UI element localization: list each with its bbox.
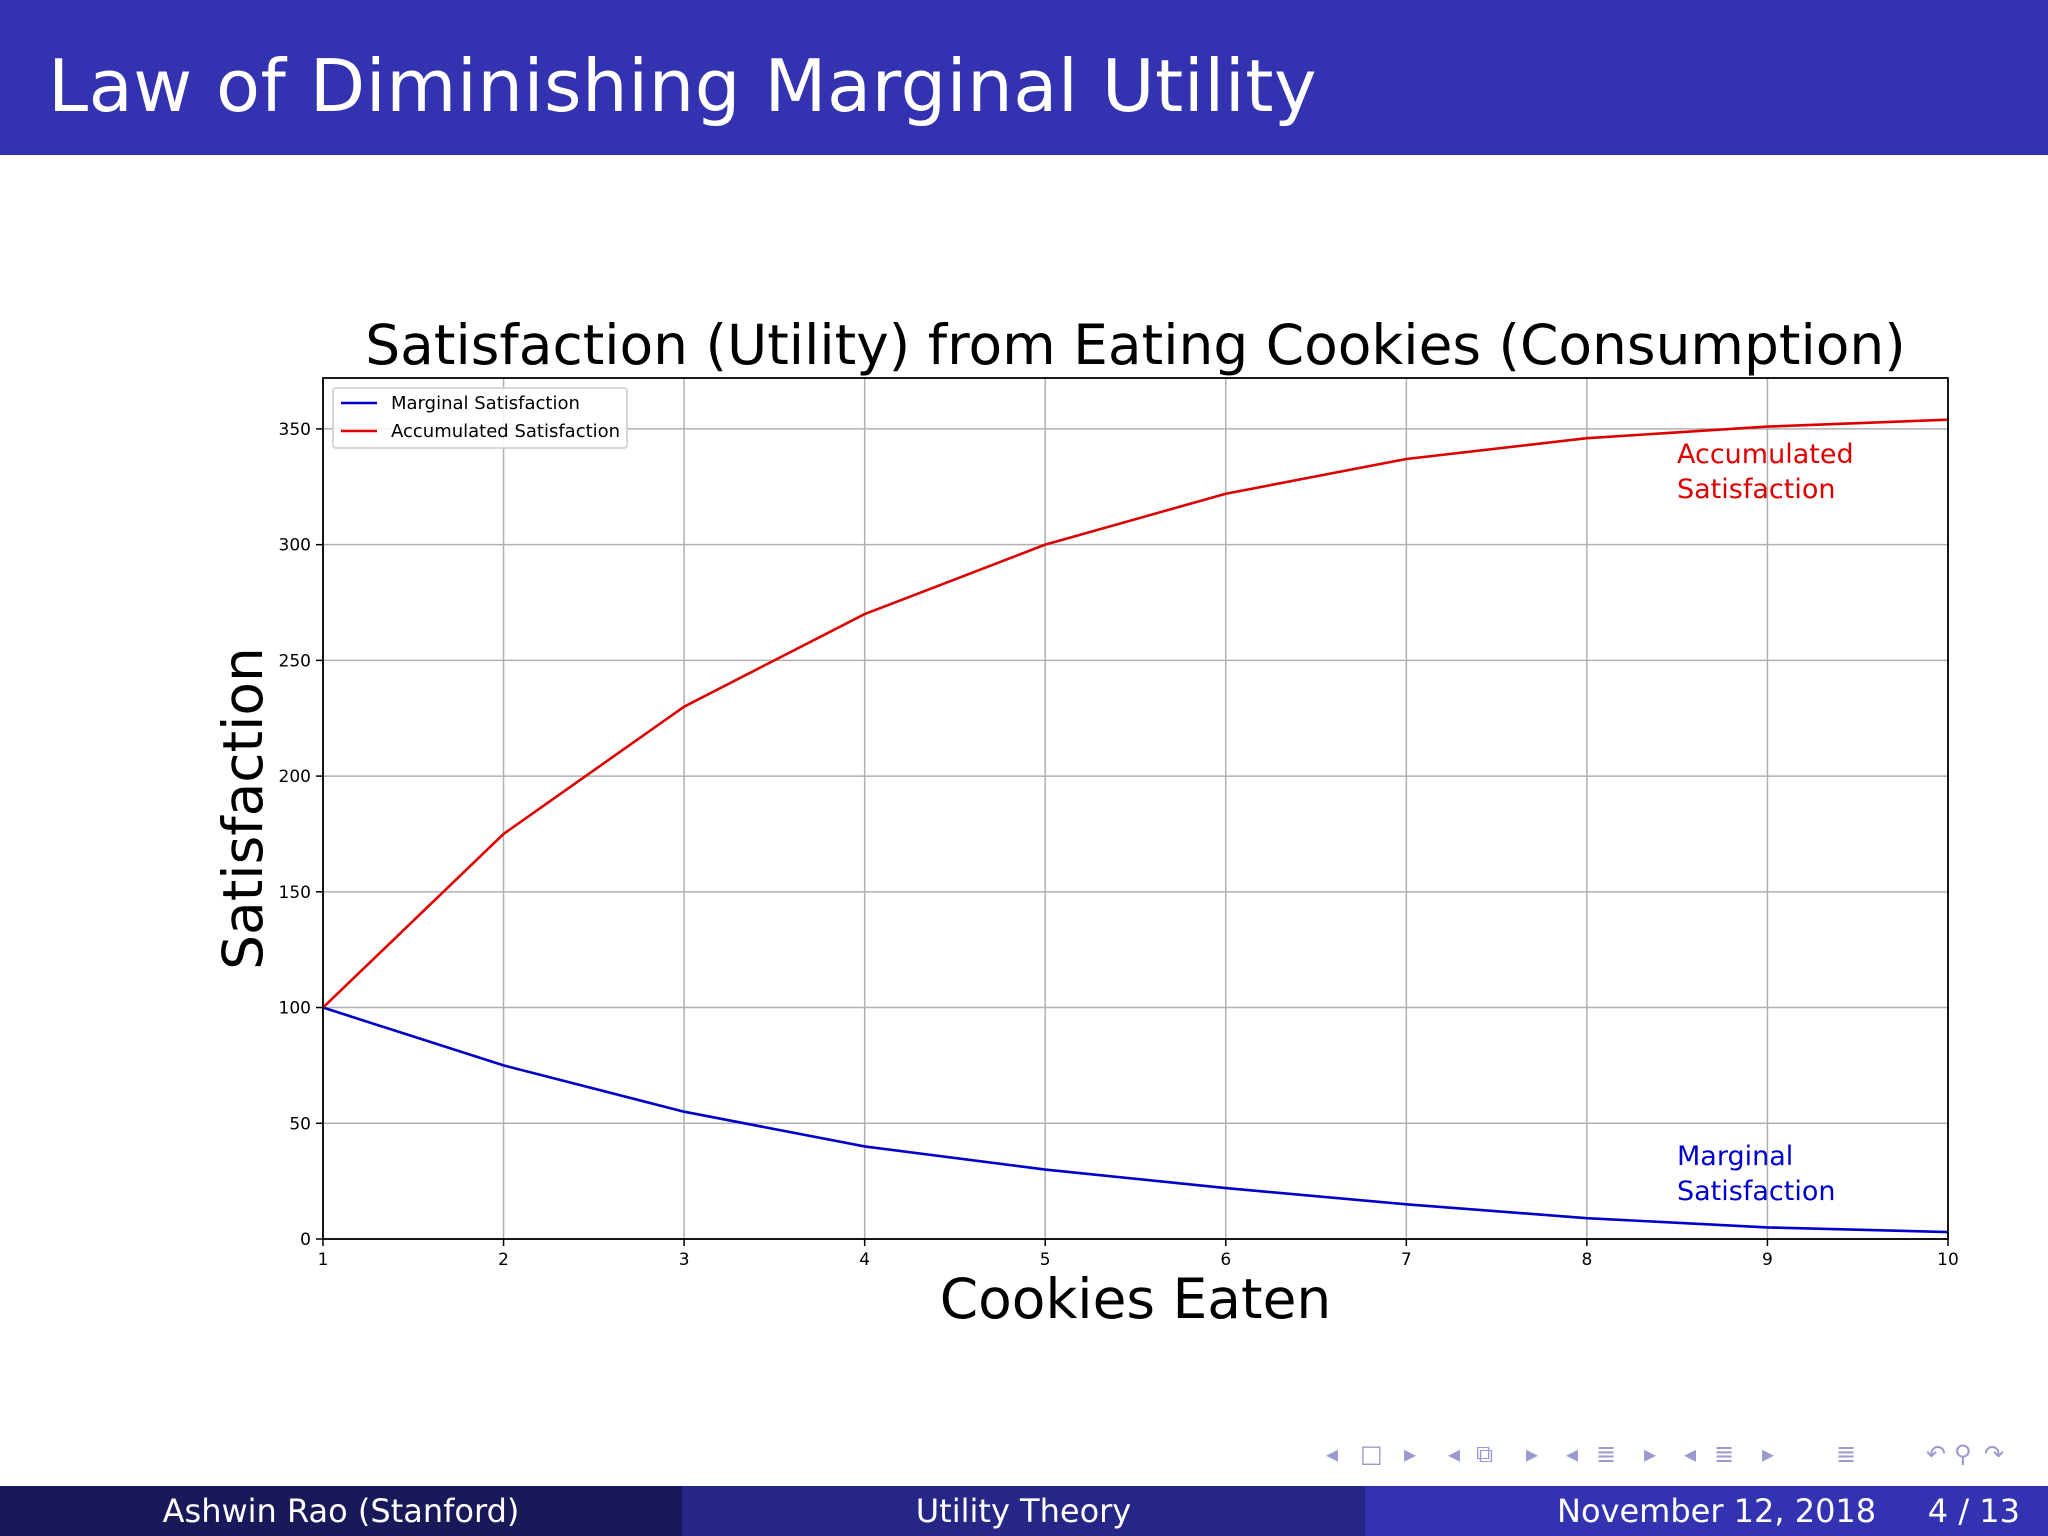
- series-annotation-marginal: Marginal: [1677, 1141, 1793, 1172]
- slide-header: Law of Diminishing Marginal Utility: [0, 0, 2048, 155]
- y-tick-label: 100: [279, 999, 311, 1019]
- slide-footer: Ashwin Rao (Stanford) Utility Theory Nov…: [0, 1486, 2048, 1536]
- x-tick-label: 3: [679, 1250, 690, 1270]
- nav-search-icon[interactable]: ⚲: [1954, 1440, 1972, 1468]
- x-axis-label: Cookies Eaten: [940, 1267, 1332, 1331]
- x-tick-label: 9: [1762, 1250, 1773, 1270]
- nav-subsection-icon[interactable]: ⧉: [1476, 1440, 1494, 1468]
- legend-entry: Marginal Satisfaction: [391, 393, 580, 414]
- series-line-accumulated: [322, 418, 1949, 1009]
- plot-frame: [322, 377, 1949, 1240]
- slide-title: Law of Diminishing Marginal Utility: [48, 44, 1318, 128]
- x-tick-label: 7: [1401, 1250, 1412, 1270]
- y-axis-label: Satisfaction: [211, 647, 275, 970]
- footer-date: November 12, 2018: [1557, 1492, 1877, 1530]
- nav-prev-subsection-icon[interactable]: ◂: [1448, 1440, 1461, 1468]
- nav-next-section-icon[interactable]: ▸: [1644, 1440, 1657, 1468]
- satisfaction-chart: Satisfaction (Utility) from Eating Cooki…: [211, 313, 1959, 1331]
- nav-appendix-icon[interactable]: ≣: [1714, 1440, 1735, 1468]
- x-tick-label: 2: [498, 1250, 509, 1270]
- series-annotation-accumulated: Accumulated: [1677, 439, 1854, 470]
- series-annotation-marginal: Satisfaction: [1677, 1176, 1835, 1207]
- y-tick-label: 300: [279, 536, 311, 556]
- x-tick-label: 5: [1040, 1250, 1051, 1270]
- nav-next-frame-icon[interactable]: ▸: [1404, 1440, 1417, 1468]
- x-tick-label: 10: [1937, 1250, 1959, 1270]
- y-tick-label: 0: [300, 1230, 311, 1250]
- nav-frame-icon[interactable]: □: [1360, 1440, 1383, 1468]
- y-tick-label: 200: [279, 767, 311, 787]
- footer-topic: Utility Theory: [682, 1486, 1365, 1536]
- x-tick-label: 4: [859, 1250, 870, 1270]
- beamer-navigation-bar: ◂ □ ▸ ◂ ⧉ ▸ ◂ ≣ ▸ ◂ ≣ ▸ ≣ ↶ ⚲ ↷: [1320, 1440, 2040, 1474]
- chart-title: Satisfaction (Utility) from Eating Cooki…: [365, 313, 1905, 377]
- series-annotation-accumulated: Satisfaction: [1677, 474, 1835, 505]
- nav-next-appendix-icon[interactable]: ▸: [1762, 1440, 1775, 1468]
- nav-toc-icon[interactable]: ≣: [1836, 1440, 1857, 1468]
- series-line-marginal: [322, 1006, 1949, 1234]
- y-tick-label: 150: [279, 883, 311, 903]
- x-tick-label: 8: [1581, 1250, 1592, 1270]
- y-tick-label: 50: [289, 1114, 311, 1134]
- legend-box: [332, 387, 628, 449]
- footer-author: Ashwin Rao (Stanford): [0, 1486, 682, 1536]
- x-tick-label: 6: [1220, 1250, 1231, 1270]
- nav-next-subsection-icon[interactable]: ▸: [1526, 1440, 1539, 1468]
- x-tick-label: 1: [318, 1250, 329, 1270]
- nav-prev-frame-icon[interactable]: ◂: [1326, 1440, 1339, 1468]
- nav-section-icon[interactable]: ≣: [1596, 1440, 1617, 1468]
- legend-entry: Accumulated Satisfaction: [391, 421, 620, 442]
- nav-back-icon[interactable]: ↶: [1926, 1440, 1947, 1468]
- nav-prev-appendix-icon[interactable]: ◂: [1684, 1440, 1697, 1468]
- footer-right: November 12, 2018 4 / 13: [1365, 1486, 2048, 1536]
- nav-prev-section-icon[interactable]: ◂: [1566, 1440, 1579, 1468]
- y-tick-label: 250: [279, 651, 311, 671]
- footer-page-number: 4 / 13: [1927, 1492, 2020, 1530]
- nav-forward-icon[interactable]: ↷: [1984, 1440, 2005, 1468]
- y-tick-label: 350: [279, 420, 311, 440]
